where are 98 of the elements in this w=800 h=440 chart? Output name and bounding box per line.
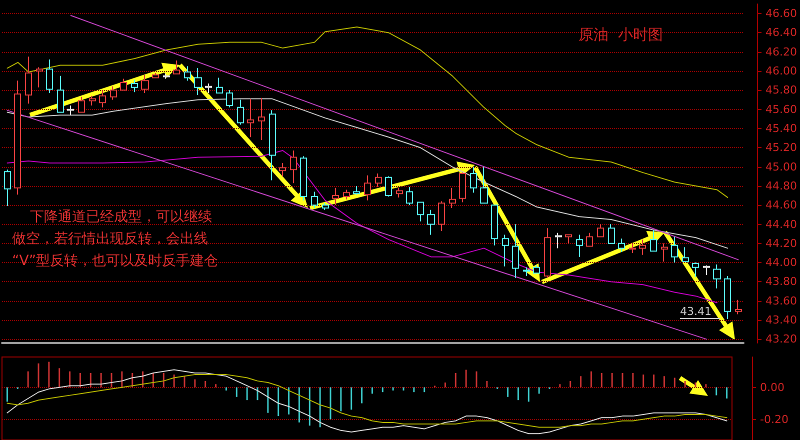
candlestick [735, 299, 742, 315]
candlestick [205, 82, 212, 94]
candlestick [237, 99, 244, 126]
y-tick-label: 46.20 [766, 45, 798, 58]
candlestick [120, 78, 127, 91]
candlestick [565, 234, 572, 244]
candlestick [396, 187, 403, 198]
y-tick-label: 45.80 [766, 84, 798, 97]
line-series [6, 374, 728, 428]
annotation: 43.41 [680, 305, 720, 319]
candlestick [618, 238, 625, 253]
candlestick [544, 228, 551, 278]
candlestick [480, 166, 488, 204]
candlestick [682, 246, 689, 262]
y-tick-label: 0.00 [760, 380, 784, 394]
candlestick [470, 166, 477, 194]
candlestick [364, 174, 371, 201]
candlestick [173, 60, 180, 74]
candlestick [438, 200, 445, 232]
candlestick [417, 202, 424, 222]
candlestick [46, 59, 53, 94]
candlestick [258, 97, 265, 140]
y-tick-label: 43.80 [766, 275, 798, 288]
y-tick-label: 45.40 [766, 122, 798, 135]
candlestick [25, 56, 32, 104]
candlestick [449, 187, 456, 208]
y-tick-label: 43.20 [766, 332, 798, 346]
y-tick-label: 44.60 [766, 198, 798, 212]
candlestick [247, 98, 254, 138]
candlestick [459, 172, 466, 203]
text: 原油 小时图 [578, 26, 664, 44]
candlestick [279, 162, 286, 177]
candlestick [4, 169, 11, 207]
line-series [6, 150, 718, 304]
y-tick-label: 45.00 [766, 160, 798, 174]
candlestick [89, 95, 96, 106]
candlestick [385, 176, 392, 197]
y-tick-label: 46.60 [766, 7, 798, 20]
y-tick-label: 44.80 [766, 179, 798, 192]
candlestick [226, 90, 233, 108]
candlestick [586, 232, 593, 247]
candlestick [703, 264, 710, 276]
candlestick [692, 262, 699, 278]
candlestick [322, 202, 329, 210]
candlestick [216, 77, 223, 94]
line-series [6, 369, 728, 434]
candlestick [141, 74, 149, 94]
candlestick [67, 105, 74, 116]
candlestick [375, 173, 382, 188]
candlestick [597, 224, 604, 238]
candlestick [99, 90, 106, 108]
candlestick [36, 66, 43, 88]
candlestick [576, 234, 583, 258]
candlestick [343, 189, 350, 200]
y-tick-label: 44.20 [766, 236, 798, 250]
y-tick-label: 43.40 [766, 314, 798, 327]
candlestick [406, 186, 413, 206]
candlestick [555, 232, 562, 249]
candlestick [290, 150, 297, 184]
y-tick-label: 44.40 [766, 218, 798, 231]
y-tick-label: 43.60 [766, 294, 798, 308]
candlestick [533, 264, 540, 274]
candlestick [131, 79, 138, 93]
candlestick [523, 266, 530, 276]
candlestick [353, 185, 360, 196]
candlestick [661, 242, 668, 262]
candlestick [650, 230, 657, 252]
candlestick [14, 80, 21, 196]
candlestick [110, 86, 117, 100]
candlestick [152, 72, 159, 78]
line-series [6, 26, 728, 198]
y-tick-label: 44.00 [766, 256, 798, 270]
candlestick [671, 236, 678, 264]
candlestick [163, 73, 170, 80]
candlestick [184, 66, 191, 82]
candlestick [427, 209, 435, 236]
candlestick [194, 68, 202, 96]
y-tick-label: -0.20 [760, 412, 788, 426]
candlestick [713, 264, 721, 289]
y-tick-label: 46.00 [766, 64, 798, 78]
annotation: 下降通道已经成型，可以继续做空，若行情出现反转，会出线“V”型反转，也可以及时反手建仓 [12, 208, 218, 271]
candlestick [491, 204, 498, 246]
candlestick [512, 224, 519, 278]
candlestick [608, 224, 615, 244]
candlestick [502, 234, 509, 267]
y-tick-label: 45.20 [766, 141, 798, 154]
line-series [6, 98, 728, 249]
candlestick [311, 191, 318, 208]
candlestick [629, 242, 636, 254]
candlestick [269, 110, 276, 181]
y-tick-label: 45.60 [766, 102, 798, 116]
candlestick [332, 187, 339, 206]
candlestick [639, 239, 646, 256]
y-tick-label: 46.40 [766, 26, 798, 40]
candlestick [78, 96, 85, 113]
candlestick [300, 156, 307, 201]
candlestick [57, 75, 64, 113]
candlestick [724, 275, 731, 320]
